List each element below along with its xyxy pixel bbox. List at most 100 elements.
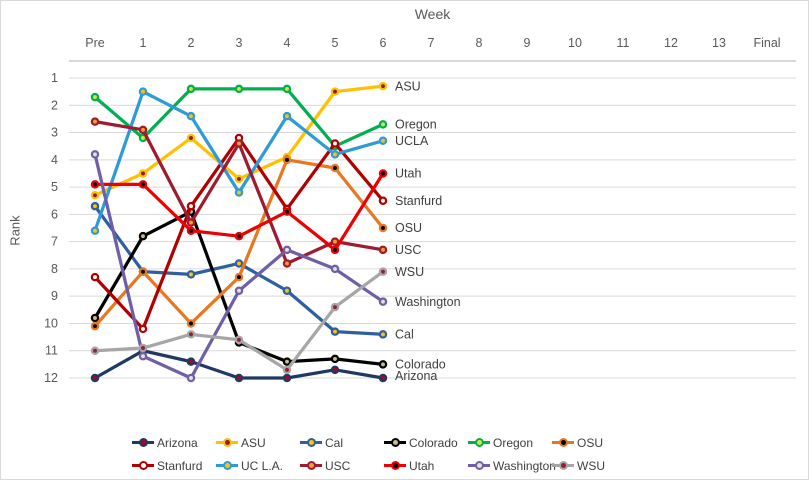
data-point-colorado bbox=[330, 354, 340, 364]
legend-line-marker-icon bbox=[300, 461, 322, 470]
legend-item-washington: Washington bbox=[468, 459, 556, 473]
y-tick-label: 8 bbox=[51, 262, 58, 276]
legend-line-marker-icon bbox=[552, 461, 574, 470]
data-point-utah bbox=[282, 207, 292, 216]
x-tick-label: 10 bbox=[568, 36, 582, 50]
data-point-cal bbox=[330, 327, 340, 336]
data-point-ucla bbox=[330, 150, 340, 159]
x-tick-label: 5 bbox=[332, 36, 339, 50]
series-end-label: Colorado bbox=[395, 358, 446, 372]
data-point-usc bbox=[378, 245, 388, 255]
data-point-utah bbox=[138, 180, 148, 189]
data-point-cal bbox=[90, 201, 100, 211]
data-point-osu bbox=[90, 321, 100, 331]
data-point-cal bbox=[186, 270, 196, 279]
data-point-oregon bbox=[90, 92, 100, 102]
x-tick-label: 11 bbox=[617, 36, 630, 50]
x-tick-label: 3 bbox=[236, 36, 243, 50]
legend-line-marker-icon bbox=[300, 438, 322, 447]
x-tick-label: 12 bbox=[664, 36, 678, 50]
x-tick-label: 13 bbox=[712, 36, 726, 50]
legend-item-wsu: WSU bbox=[552, 459, 636, 473]
x-tick-label: 2 bbox=[188, 36, 195, 50]
data-point-utah bbox=[90, 180, 100, 189]
series-end-label: ASU bbox=[395, 79, 421, 93]
data-point-asu bbox=[330, 87, 340, 96]
legend-line-marker-icon bbox=[468, 438, 490, 447]
legend-line-marker-icon bbox=[384, 438, 406, 447]
series-end-label: Oregon bbox=[395, 118, 437, 132]
data-point-ucla bbox=[90, 226, 100, 235]
x-tick-label: Final bbox=[753, 36, 780, 50]
legend-dot-icon bbox=[559, 438, 568, 447]
data-point-usc bbox=[186, 218, 196, 227]
legend-label: WSU bbox=[577, 458, 605, 473]
data-point-osu bbox=[138, 267, 148, 276]
y-tick-label: 2 bbox=[51, 98, 58, 112]
series-end-label: Utah bbox=[395, 167, 421, 181]
data-point-stanfurd bbox=[330, 139, 340, 148]
legend-label: Colorado bbox=[409, 435, 458, 450]
data-point-asu bbox=[186, 133, 196, 143]
data-point-washington bbox=[282, 245, 292, 255]
series-end-label: Stanfurd bbox=[395, 194, 442, 208]
legend-item-osu: OSU bbox=[552, 436, 636, 450]
legend-item-asu: ASU bbox=[216, 436, 300, 450]
data-point-asu bbox=[378, 81, 388, 91]
data-point-arizona bbox=[90, 373, 100, 383]
series-end-label: Arizona bbox=[395, 369, 437, 383]
data-point-cal bbox=[282, 286, 292, 295]
data-point-wsu bbox=[282, 365, 292, 375]
legend-dot-icon bbox=[223, 461, 232, 470]
data-point-asu bbox=[234, 174, 244, 184]
x-tick-label: 6 bbox=[380, 36, 387, 50]
data-point-ucla bbox=[234, 188, 244, 197]
data-point-oregon bbox=[378, 120, 388, 129]
legend-item-oregon: Oregon bbox=[468, 436, 552, 450]
y-tick-label: 4 bbox=[51, 153, 58, 167]
legend-line-marker-icon bbox=[216, 438, 238, 447]
data-point-oregon bbox=[282, 84, 292, 94]
data-point-utah bbox=[186, 226, 196, 235]
legend-label: UC L.A. bbox=[241, 458, 284, 473]
data-point-osu bbox=[282, 155, 292, 165]
data-point-utah bbox=[234, 231, 244, 241]
legend-dot-icon bbox=[475, 438, 484, 447]
y-tick-label: 11 bbox=[45, 344, 58, 358]
legend-label: USC bbox=[325, 458, 351, 473]
data-point-washington bbox=[330, 264, 340, 274]
data-point-colorado bbox=[90, 313, 100, 323]
data-point-oregon bbox=[186, 84, 196, 94]
legend-item-usc: USC bbox=[300, 459, 384, 473]
x-axis-title: Week bbox=[414, 6, 451, 22]
data-point-usc bbox=[282, 259, 292, 268]
x-tick-label: Pre bbox=[85, 36, 105, 50]
data-point-asu bbox=[90, 191, 100, 200]
series-end-label: USC bbox=[395, 243, 421, 257]
data-point-washington bbox=[138, 351, 148, 361]
y-tick-label: 7 bbox=[51, 235, 58, 249]
plot-area: Pre 1 2 3 4 5 6 7 8 9 10 11 12 13 Final123456789101112… bbox=[44, 36, 796, 385]
data-point-wsu bbox=[186, 330, 196, 339]
data-point-ucla bbox=[138, 87, 148, 96]
legend-dot-icon bbox=[391, 461, 400, 470]
series-end-label: OSU bbox=[395, 221, 422, 235]
y-tick-label: 3 bbox=[51, 126, 58, 140]
data-point-stanfurd bbox=[138, 324, 148, 334]
data-point-usc bbox=[138, 125, 148, 135]
data-point-ucla bbox=[282, 111, 292, 121]
series-end-label: Cal bbox=[395, 328, 414, 342]
legend-line-marker-icon bbox=[552, 438, 574, 447]
y-tick-label: 6 bbox=[51, 207, 58, 221]
legend-label: Oregon bbox=[493, 435, 534, 450]
data-point-washington bbox=[90, 150, 100, 159]
legend-item-cal: Cal bbox=[300, 436, 384, 450]
data-point-cal bbox=[234, 259, 244, 268]
legend-row: Arizona ASU Cal Colorado Oregon OSU bbox=[132, 431, 636, 454]
data-point-cal bbox=[378, 330, 388, 339]
data-point-colorado bbox=[378, 360, 388, 369]
data-point-colorado bbox=[282, 357, 292, 366]
legend-line-marker-icon bbox=[384, 461, 406, 470]
x-tick-label: 8 bbox=[476, 36, 483, 50]
series-end-label: UCLA bbox=[395, 134, 429, 148]
